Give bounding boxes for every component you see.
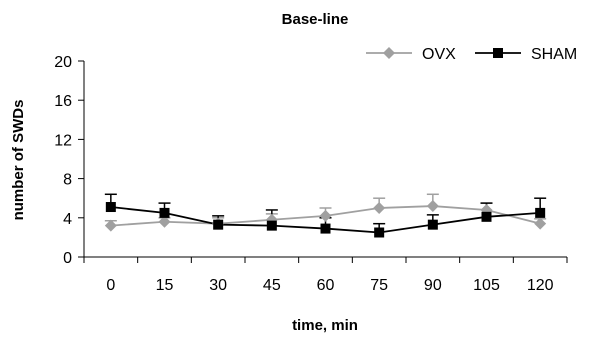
sham-point: [320, 223, 331, 234]
ovx-point: [373, 202, 386, 214]
x-tick-label: 0: [106, 277, 115, 294]
sham-point: [266, 220, 277, 231]
y-tick-label: 0: [63, 250, 72, 267]
legend-label-sham: SHAM: [531, 46, 577, 63]
x-tick-label: 60: [317, 277, 335, 294]
sham-markers: [105, 202, 546, 238]
ovx-point: [104, 219, 117, 232]
legend-marker-ovx: [383, 47, 395, 59]
y-tick-label: 8: [63, 172, 72, 189]
sham-point: [535, 207, 546, 218]
legend: OVX SHAM: [366, 46, 577, 63]
ovx-point: [319, 209, 332, 222]
x-tick-label: 15: [156, 277, 174, 294]
y-axis-label: number of SWDs: [10, 100, 27, 221]
chart-title: Base-line: [282, 11, 349, 28]
x-tick-label: 45: [263, 277, 281, 294]
ovx-point: [158, 215, 171, 228]
sham-point: [213, 219, 224, 230]
y-tick-label: 16: [54, 93, 72, 110]
x-tick-label: 30: [209, 277, 227, 294]
legend-item-sham: SHAM: [475, 46, 577, 63]
x-tick-label: 75: [370, 277, 388, 294]
y-tick-label: 12: [54, 132, 72, 149]
x-axis-label: time, min: [292, 317, 358, 334]
x-tick-label: 105: [473, 277, 500, 294]
sham-point: [105, 202, 116, 213]
plot-area: [104, 193, 547, 238]
legend-item-ovx: OVX: [366, 46, 456, 63]
sham-point: [481, 211, 492, 222]
x-tick-label: 120: [527, 277, 554, 294]
ovx-point: [534, 217, 547, 230]
sham-point: [427, 219, 438, 230]
legend-label-ovx: OVX: [422, 46, 456, 63]
sham-point: [374, 227, 385, 238]
x-tick-label: 90: [424, 277, 442, 294]
y-tick-label: 20: [54, 54, 72, 71]
y-tick-label: 4: [63, 211, 72, 228]
axis-ticks: 0 4 8 12 16 20 0 15 30 45 60 75 90 105 120: [54, 54, 568, 294]
ovx-point: [426, 200, 439, 213]
legend-marker-sham: [493, 48, 503, 58]
sham-point: [159, 207, 170, 218]
